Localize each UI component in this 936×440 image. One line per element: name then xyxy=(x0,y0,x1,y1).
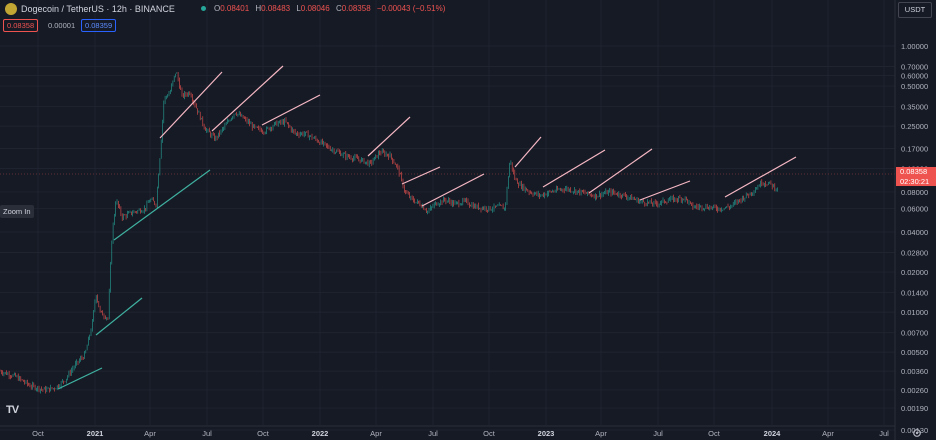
sell-price-button[interactable]: 0.08358 xyxy=(3,19,39,32)
trendline-support[interactable] xyxy=(95,297,143,336)
time-axis[interactable]: Oct 2021 Apr Jul Oct 2022 Apr Jul Oct 2023 Apr Jul O… xyxy=(0,425,895,438)
x-tick-label: Oct xyxy=(257,429,270,438)
open-key: O xyxy=(214,4,221,13)
candlestick-series xyxy=(0,71,778,394)
y-tick-label: 0.35000 xyxy=(901,103,928,112)
trendline-channel[interactable] xyxy=(724,156,797,198)
x-tick-label: Jul xyxy=(653,429,663,438)
trendline-channel[interactable] xyxy=(261,94,321,126)
x-tick-label: 2021 xyxy=(87,429,104,438)
y-tick-label: 0.02000 xyxy=(901,268,928,277)
close-key: C xyxy=(335,4,342,13)
y-tick-label: 0.70000 xyxy=(901,63,928,72)
trendline-channel[interactable] xyxy=(421,173,485,207)
y-tick-label: 1.00000 xyxy=(901,42,928,51)
x-tick-label: 2024 xyxy=(764,429,782,438)
y-tick-label: 0.00190 xyxy=(901,404,928,413)
y-tick-label: 0.00700 xyxy=(901,329,928,338)
x-tick-label: 2022 xyxy=(312,429,329,438)
close-value: 0.08358 xyxy=(341,4,371,13)
trendline-channel[interactable] xyxy=(211,65,284,132)
chart-header: Dogecoin / TetherUS · 12h · BINANCE O0.0… xyxy=(0,0,936,18)
currency-selector[interactable]: USDT xyxy=(898,2,932,18)
y-tick-label: 0.06000 xyxy=(901,205,928,214)
trendline-channel[interactable] xyxy=(639,180,691,201)
high-value: 0.08483 xyxy=(261,4,291,13)
x-tick-label: Apr xyxy=(822,429,834,438)
y-tick-label: 0.02800 xyxy=(901,249,928,258)
y-tick-label: 0.25000 xyxy=(901,122,928,131)
y-tick-label: 0.08000 xyxy=(901,188,928,197)
market-status-icon xyxy=(201,6,206,11)
x-tick-label: Apr xyxy=(595,429,607,438)
tradingview-logo[interactable]: TV xyxy=(6,404,19,416)
last-price-tag: 0.08358 02:30:21 xyxy=(896,167,936,186)
y-tick-label: 0.50000 xyxy=(901,82,928,91)
last-price-value: 0.08358 xyxy=(900,167,928,176)
x-tick-label: 2023 xyxy=(538,429,555,438)
symbol-title[interactable]: Dogecoin / TetherUS · 12h · BINANCE xyxy=(21,4,175,14)
ohlc-values: O0.08401 H0.08483 L0.08046 C0.08358 −0.0… xyxy=(214,4,449,13)
y-tick-label: 0.17000 xyxy=(901,144,928,153)
zoom-in-button[interactable]: Zoom In xyxy=(0,205,34,218)
bar-countdown: 02:30:21 xyxy=(900,176,930,186)
y-tick-label: 0.01000 xyxy=(901,308,928,317)
x-tick-label: Jul xyxy=(879,429,889,438)
gear-icon[interactable] xyxy=(912,428,922,438)
high-key: H xyxy=(255,4,262,13)
x-tick-label: Jul xyxy=(202,429,212,438)
x-tick-label: Oct xyxy=(708,429,721,438)
x-tick-label: Oct xyxy=(32,429,45,438)
trendline-channel[interactable] xyxy=(159,71,223,139)
x-tick-label: Oct xyxy=(483,429,496,438)
trendline-support[interactable] xyxy=(57,367,103,390)
spread-value: 0.00001 xyxy=(48,21,76,30)
open-value: 0.08401 xyxy=(220,4,250,13)
low-key: L xyxy=(296,4,301,13)
x-tick-label: Apr xyxy=(144,429,156,438)
trendline-channel[interactable] xyxy=(401,166,441,185)
trendline-support[interactable] xyxy=(113,169,211,241)
y-tick-label: 0.00260 xyxy=(901,386,928,395)
y-tick-label: 0.00500 xyxy=(901,348,928,357)
y-tick-label: 0.60000 xyxy=(901,72,928,81)
x-tick-label: Jul xyxy=(428,429,438,438)
y-tick-label: 0.01400 xyxy=(901,289,928,298)
y-tick-label: 0.04000 xyxy=(901,228,928,237)
trendlines[interactable] xyxy=(57,65,797,390)
trendline-channel[interactable] xyxy=(367,116,411,157)
y-tick-label: 0.00360 xyxy=(901,367,928,376)
buy-price-button[interactable]: 0.08359 xyxy=(81,19,117,32)
trendline-channel[interactable] xyxy=(514,136,542,168)
dogecoin-logo-icon xyxy=(5,3,17,15)
x-tick-label: Apr xyxy=(370,429,382,438)
low-value: 0.08046 xyxy=(300,4,330,13)
trendline-channel[interactable] xyxy=(588,148,653,194)
chart-grid xyxy=(0,0,895,431)
trendline-channel[interactable] xyxy=(542,149,606,188)
change-value: −0.00043 (−0.51%) xyxy=(376,4,446,13)
